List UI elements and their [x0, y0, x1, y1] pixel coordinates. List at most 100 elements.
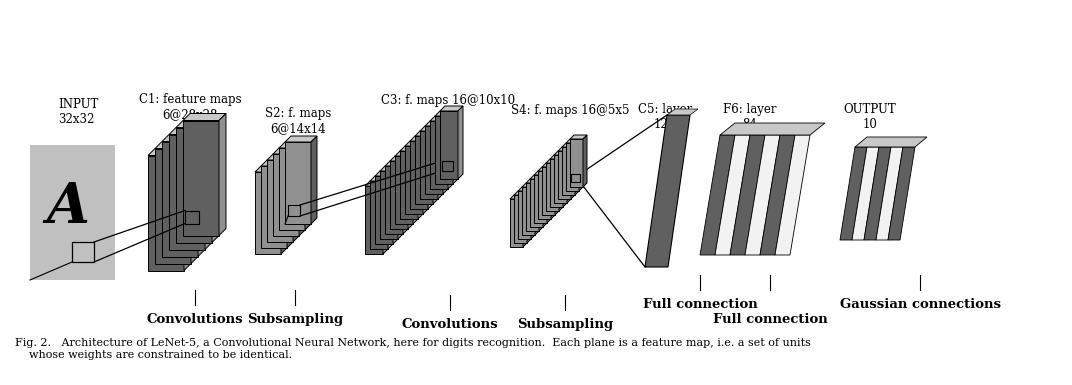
Polygon shape [550, 155, 567, 159]
Polygon shape [162, 142, 198, 256]
Polygon shape [435, 116, 453, 184]
Polygon shape [855, 137, 927, 147]
Polygon shape [523, 195, 527, 247]
Text: S2: f. maps
6@14x14: S2: f. maps 6@14x14 [265, 107, 331, 135]
Polygon shape [715, 135, 750, 255]
Polygon shape [184, 149, 191, 271]
Polygon shape [526, 179, 544, 183]
Bar [442, 161, 453, 171]
Text: Subsampling: Subsampling [247, 313, 343, 326]
Polygon shape [554, 151, 571, 155]
Polygon shape [864, 147, 891, 240]
Polygon shape [155, 149, 191, 263]
Polygon shape [433, 131, 438, 204]
Polygon shape [370, 176, 393, 181]
Polygon shape [420, 131, 438, 199]
Polygon shape [522, 187, 535, 235]
Polygon shape [388, 176, 393, 249]
Polygon shape [375, 171, 398, 176]
Polygon shape [518, 191, 531, 239]
Polygon shape [559, 151, 571, 199]
Polygon shape [430, 116, 453, 121]
Polygon shape [888, 147, 915, 240]
Text: A: A [46, 180, 89, 235]
Polygon shape [267, 160, 293, 242]
Polygon shape [364, 186, 383, 254]
Polygon shape [410, 136, 433, 141]
Polygon shape [390, 161, 408, 229]
Polygon shape [440, 106, 463, 111]
Polygon shape [176, 127, 212, 243]
Polygon shape [405, 141, 428, 146]
Polygon shape [458, 106, 463, 179]
Polygon shape [542, 163, 559, 167]
Polygon shape [311, 136, 317, 224]
Polygon shape [398, 166, 403, 239]
Polygon shape [394, 151, 418, 156]
Text: OUTPUT
10: OUTPUT 10 [844, 103, 896, 131]
Polygon shape [546, 163, 559, 211]
Text: Convolutions: Convolutions [147, 313, 243, 326]
Polygon shape [513, 191, 531, 195]
Text: Subsampling: Subsampling [517, 318, 613, 331]
Text: whose weights are constrained to be identical.: whose weights are constrained to be iden… [15, 350, 293, 360]
Polygon shape [405, 146, 423, 214]
Polygon shape [30, 145, 115, 280]
Polygon shape [287, 160, 293, 248]
Polygon shape [415, 131, 438, 136]
Polygon shape [730, 135, 765, 255]
Polygon shape [575, 143, 579, 195]
Polygon shape [534, 171, 551, 175]
Text: Full connection: Full connection [642, 298, 758, 311]
Polygon shape [293, 154, 299, 242]
Polygon shape [260, 160, 293, 166]
Polygon shape [299, 148, 306, 236]
Polygon shape [385, 166, 403, 234]
Polygon shape [554, 155, 567, 203]
Polygon shape [273, 148, 306, 154]
Polygon shape [645, 115, 690, 267]
Polygon shape [267, 154, 299, 160]
Polygon shape [513, 195, 527, 243]
Polygon shape [562, 147, 575, 195]
Polygon shape [563, 155, 567, 207]
Polygon shape [394, 156, 413, 224]
Polygon shape [562, 143, 579, 147]
Polygon shape [538, 171, 551, 219]
Polygon shape [448, 116, 453, 189]
Polygon shape [205, 127, 212, 249]
Polygon shape [527, 191, 531, 243]
Polygon shape [423, 141, 428, 214]
Bar [72, 242, 94, 262]
Polygon shape [413, 151, 418, 224]
Polygon shape [876, 147, 903, 240]
Text: Full connection: Full connection [713, 313, 828, 326]
Polygon shape [379, 171, 398, 239]
Polygon shape [385, 161, 408, 166]
Polygon shape [435, 111, 458, 116]
Polygon shape [544, 175, 547, 227]
Polygon shape [425, 121, 448, 126]
Polygon shape [510, 199, 523, 247]
Polygon shape [415, 136, 433, 204]
Polygon shape [393, 171, 398, 244]
Polygon shape [273, 154, 299, 236]
Text: Fig. 2.   Architecture of LeNet-5, a Convolutional Neural Network, here for digi: Fig. 2. Architecture of LeNet-5, a Convo… [15, 338, 810, 348]
Polygon shape [379, 166, 403, 171]
Polygon shape [403, 161, 408, 234]
Polygon shape [571, 147, 575, 199]
Polygon shape [526, 183, 539, 231]
Text: C3: f. maps 16@10x10: C3: f. maps 16@10x10 [381, 94, 515, 107]
Polygon shape [370, 181, 388, 249]
Polygon shape [760, 135, 795, 255]
Text: Convolutions: Convolutions [402, 318, 498, 331]
Polygon shape [579, 139, 583, 191]
Polygon shape [281, 166, 287, 254]
Polygon shape [430, 121, 448, 189]
Polygon shape [522, 183, 539, 187]
Polygon shape [279, 142, 311, 148]
Polygon shape [570, 135, 587, 139]
Polygon shape [169, 134, 205, 249]
Polygon shape [559, 147, 575, 151]
Polygon shape [559, 159, 563, 211]
